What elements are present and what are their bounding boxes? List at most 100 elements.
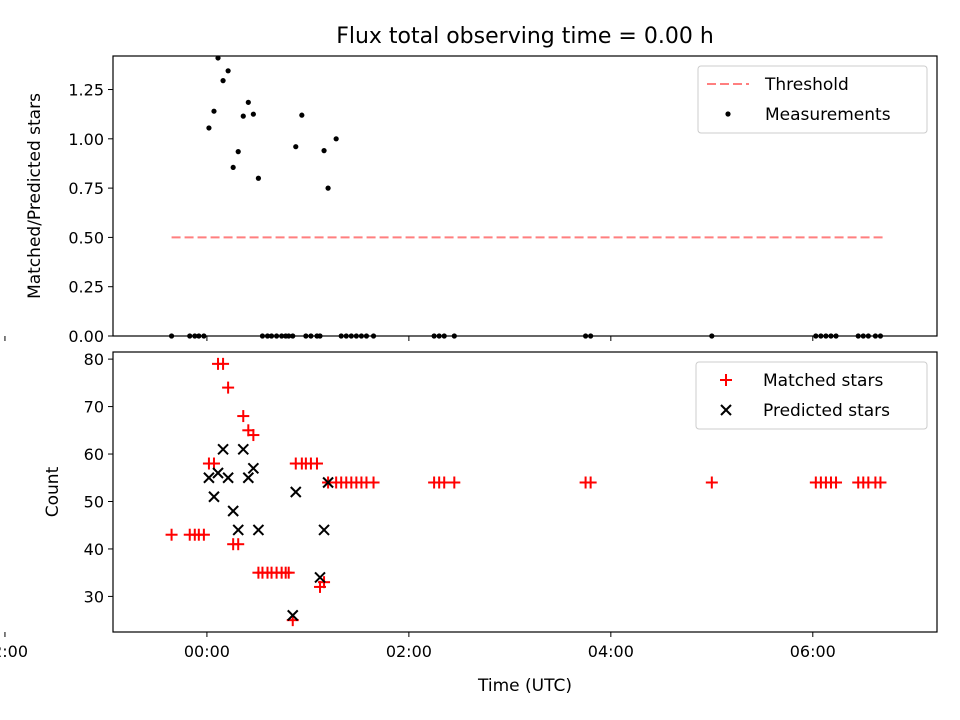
predicted-star-point xyxy=(287,609,299,622)
counts-legend-frame xyxy=(695,361,928,430)
measurement-point xyxy=(196,333,202,339)
measurements-legend: Threshold Measurements xyxy=(697,65,928,134)
matched-star-point xyxy=(232,538,245,551)
predicted-star-point xyxy=(314,571,326,584)
matched-star-point xyxy=(222,381,235,394)
measurement-point xyxy=(588,333,594,339)
predicted-star-point xyxy=(247,462,260,474)
measurements-legend-frame xyxy=(697,65,928,134)
matched-stars-points xyxy=(165,357,887,627)
measurements-panel: 0.00 0.25 0.50 0.75 1.00 1.25 Matched/Predict… xyxy=(4,55,938,346)
measurement-point xyxy=(855,333,861,339)
measurements-y-axis: 0.00 0.25 0.50 0.75 1.00 1.25 xyxy=(68,81,113,346)
counts-legend: Matched stars Predicted stars xyxy=(695,361,928,430)
measurements-y-tick-label: 0.75 xyxy=(68,179,104,198)
predicted-star-point xyxy=(217,443,229,455)
measurements-y-tick-label: 0.50 xyxy=(68,228,104,247)
measurement-point xyxy=(168,333,175,339)
matched-star-point xyxy=(367,476,380,489)
measurement-point xyxy=(818,333,824,339)
matched-star-point xyxy=(207,457,220,470)
measurement-point xyxy=(303,333,309,339)
measurement-point xyxy=(286,333,292,339)
measurement-point xyxy=(250,111,256,117)
measurement-point xyxy=(308,333,314,339)
legend-matched-label: Matched stars xyxy=(763,371,883,391)
matched-star-point xyxy=(282,566,295,579)
measurements-x-ticks xyxy=(4,336,814,341)
counts-y-tick-label: 50 xyxy=(84,492,104,511)
legend-matched-swatch xyxy=(720,374,732,386)
measurement-point xyxy=(290,333,296,339)
measurement-point xyxy=(211,108,217,114)
measurement-point xyxy=(230,164,236,171)
measurement-point xyxy=(348,333,354,339)
time-x-tick-label: 00:00 xyxy=(184,642,230,661)
measurements-y-tick-label: 0.25 xyxy=(68,278,104,297)
predicted-stars-points xyxy=(203,443,334,622)
measurement-point xyxy=(206,125,212,131)
matched-star-point xyxy=(165,528,178,541)
counts-panel-frame xyxy=(112,351,938,633)
counts-y-label: Count xyxy=(43,466,63,517)
measurement-point xyxy=(255,175,262,181)
measurement-point xyxy=(828,333,834,339)
measurement-point xyxy=(245,99,251,105)
measurement-point xyxy=(215,55,221,61)
measurement-point xyxy=(431,333,437,339)
measurements-panel-frame xyxy=(112,55,938,337)
predicted-star-point xyxy=(237,443,249,455)
measurement-point xyxy=(436,333,442,339)
predicted-star-point xyxy=(290,486,302,498)
measurement-point xyxy=(865,333,871,339)
time-x-label: Time (UTC) xyxy=(477,676,572,696)
measurement-point xyxy=(187,333,193,339)
measurement-point xyxy=(872,333,879,339)
predicted-star-point xyxy=(318,524,330,536)
measurement-point xyxy=(358,333,365,339)
measurement-point xyxy=(823,333,829,339)
measurement-point xyxy=(279,333,285,339)
counts-y-tick-label: 70 xyxy=(84,398,104,417)
measurement-point xyxy=(709,333,715,339)
time-x-tick-label: 02:00 xyxy=(386,642,432,661)
legend-measurements-swatch xyxy=(725,111,731,117)
predicted-star-point xyxy=(212,467,224,479)
legend-threshold-label: Threshold xyxy=(764,75,849,95)
measurement-point xyxy=(235,149,241,155)
matched-star-point xyxy=(237,410,250,423)
measurement-point xyxy=(833,333,839,339)
measurements-y-tick-label: 1.25 xyxy=(68,81,104,100)
measurement-point xyxy=(325,185,331,191)
time-x-tick-label: 06:00 xyxy=(790,642,836,661)
predicted-star-point xyxy=(242,472,255,484)
measurement-point xyxy=(317,333,323,339)
measurement-point xyxy=(240,113,246,119)
measurement-point xyxy=(353,333,359,339)
predicted-star-point xyxy=(322,476,334,489)
matched-star-point xyxy=(584,476,597,489)
matched-star-point xyxy=(448,476,461,489)
predicted-star-point xyxy=(203,472,215,484)
matched-star-point xyxy=(874,476,887,489)
predicted-star-point xyxy=(208,491,220,503)
counts-y-axis: 30 40 50 60 70 80 xyxy=(84,350,113,606)
predicted-star-point xyxy=(222,472,234,484)
measurement-point xyxy=(343,333,349,339)
measurement-point xyxy=(192,333,198,339)
time-x-tick-label: 22:00 xyxy=(0,642,28,661)
measurement-point xyxy=(225,68,231,74)
legend-predicted-swatch xyxy=(720,404,732,416)
measurement-point xyxy=(363,333,370,339)
measurement-point xyxy=(293,144,299,150)
measurement-point xyxy=(860,333,866,339)
measurement-point xyxy=(582,333,589,339)
measurement-point xyxy=(877,333,884,339)
measurement-point xyxy=(268,333,275,339)
figure-title: Flux total observing time = 0.00 h xyxy=(336,24,714,49)
counts-y-tick-label: 40 xyxy=(84,540,104,559)
measurement-point xyxy=(299,112,305,118)
